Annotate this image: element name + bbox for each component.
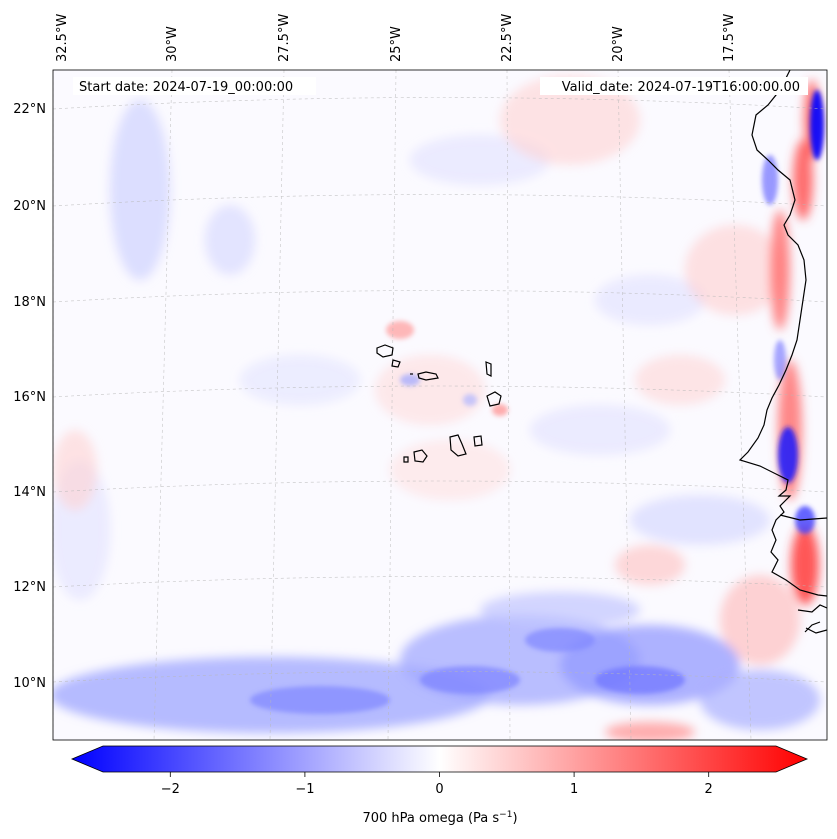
- cape-verde-maio: [473, 435, 483, 447]
- cape-verde-santiago: [449, 434, 467, 457]
- cape-verde-boa-vista: [486, 391, 502, 407]
- lon-label: 25°W: [389, 26, 404, 62]
- omega-field-smooth: [53, 75, 820, 740]
- lat-label: 14°N: [13, 485, 46, 500]
- map-panel: Start date: 2024-07-19_00:00:00 Valid_da…: [52, 69, 828, 741]
- cape-verde-sal: [485, 361, 492, 377]
- gridline-lat-14: [53, 480, 827, 493]
- lon-label: 20°W: [611, 26, 626, 62]
- bijagos-coast: [797, 604, 827, 613]
- gridline-lon-25: [387, 70, 397, 740]
- valid-label-bg: [540, 77, 808, 95]
- colorbar-tick-label: 2: [705, 782, 713, 797]
- sierra-coast: [804, 621, 827, 634]
- lat-label: 20°N: [13, 199, 46, 214]
- lon-tick-labels: 32.5°W 30°W 27.5°W 25°W 22.5°W 20°W 17.5…: [55, 14, 737, 62]
- colorbar: −2 −1 0 1 2 700 hPa omega (Pa s−1): [70, 745, 809, 826]
- lat-label: 22°N: [13, 102, 46, 117]
- lat-tick-labels: 22°N 20°N 18°N 16°N 14°N 12°N 10°N: [13, 102, 46, 691]
- lat-label: 16°N: [13, 390, 46, 405]
- lon-label: 27.5°W: [277, 14, 292, 62]
- gridline-lat-10: [53, 671, 827, 683]
- gridline-lat-20: [53, 194, 827, 207]
- lon-label: 32.5°W: [55, 14, 70, 62]
- map-frame: [52, 69, 828, 741]
- start-date-label: Start date: 2024-07-19_00:00:00: [79, 80, 293, 95]
- gridlines: [53, 70, 827, 740]
- gridline-lon-27.5: [269, 70, 285, 740]
- colorbar-tick-label: 0: [435, 782, 443, 797]
- gridline-lon-20: [617, 70, 632, 740]
- colorbar-label: 700 hPa omega (Pa s−1): [362, 810, 517, 826]
- gridline-lat-18: [53, 290, 827, 303]
- start-label-bg: [73, 77, 316, 95]
- lat-label: 10°N: [13, 676, 46, 691]
- lon-label: 22.5°W: [500, 14, 515, 62]
- colorbar-tick-label: −1: [295, 782, 314, 797]
- gridline-lon-30: [153, 70, 173, 740]
- gridline-lon-17.5: [728, 70, 752, 740]
- colorbar-bar: [70, 745, 809, 773]
- west-african-coastline: [738, 70, 827, 597]
- gambia-river: [779, 514, 827, 521]
- lon-label: 30°W: [165, 26, 180, 62]
- omega-field: [53, 75, 824, 740]
- colorbar-tick-label: −2: [161, 782, 180, 797]
- lat-label: 12°N: [13, 580, 46, 595]
- lon-label: 17.5°W: [722, 14, 737, 62]
- cape-verde-brava: [403, 456, 409, 463]
- valid-date-label: Valid_date: 2024-07-19T16:00:00.00: [562, 80, 800, 95]
- coastlines: [376, 70, 827, 634]
- colorbar-tick-label: 1: [570, 782, 578, 797]
- cape-verde-sao-vicente: [391, 359, 401, 368]
- cape-verde-fogo: [413, 449, 428, 463]
- gridline-lat-12: [53, 576, 827, 588]
- colorbar-ticks: −2 −1 0 1 2: [161, 772, 713, 797]
- gridline-lat-16: [53, 385, 827, 398]
- gridline-lon-22.5: [506, 70, 511, 740]
- cape-verde-sao-nicolau: [417, 371, 439, 381]
- omega-field-sharp: [250, 90, 824, 714]
- lat-label: 18°N: [13, 295, 46, 310]
- cape-verde-santo-antao: [376, 344, 394, 358]
- gridline-lat-22: [53, 97, 827, 110]
